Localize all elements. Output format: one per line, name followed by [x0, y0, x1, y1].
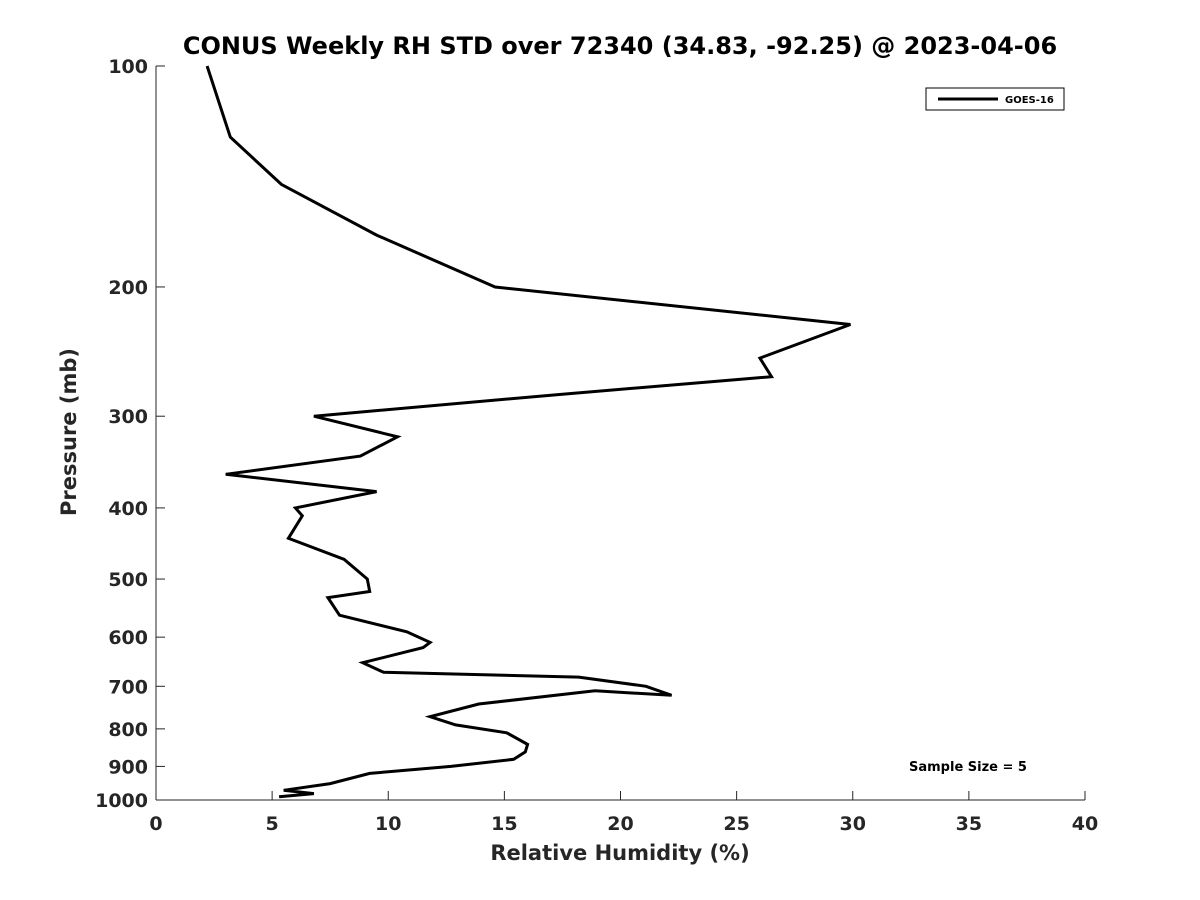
y-ticks: 100 200 300 400 500 600 700 800 900 1000: [95, 56, 165, 812]
y-tick-label: 300: [108, 406, 148, 428]
y-tick-label: 400: [108, 498, 148, 520]
x-tick-label: 25: [723, 813, 749, 835]
y-tick-label: 1000: [95, 790, 148, 812]
y-tick-label: 500: [108, 569, 148, 591]
legend: GOES-16: [925, 87, 1065, 111]
x-tick-label: 35: [956, 813, 982, 835]
chart-title: CONUS Weekly RH STD over 72340 (34.83, -…: [183, 32, 1057, 60]
legend-label-goes-16: GOES-16: [1005, 95, 1054, 106]
y-tick-label: 800: [108, 719, 148, 741]
x-tick-label: 5: [266, 813, 279, 835]
sample-size-annotation: Sample Size = 5: [909, 760, 1027, 775]
x-ticks: 0 5 10 15 20 25 30 35 40: [149, 791, 1098, 835]
y-tick-label: 100: [108, 56, 148, 78]
x-tick-label: 15: [491, 813, 517, 835]
plot-area: [205, 65, 851, 799]
x-axis-label: Relative Humidity (%): [490, 841, 749, 865]
y-tick-label: 600: [108, 627, 148, 649]
series-line-goes-16: [205, 65, 851, 799]
y-tick-label: 900: [108, 756, 148, 778]
y-axis-label: Pressure (mb): [57, 348, 81, 516]
x-tick-label: 10: [375, 813, 401, 835]
x-tick-label: 40: [1072, 813, 1098, 835]
y-tick-label: 200: [108, 277, 148, 299]
x-tick-label: 30: [840, 813, 866, 835]
x-tick-label: 0: [149, 813, 162, 835]
y-tick-label: 700: [108, 676, 148, 698]
x-tick-label: 20: [607, 813, 633, 835]
